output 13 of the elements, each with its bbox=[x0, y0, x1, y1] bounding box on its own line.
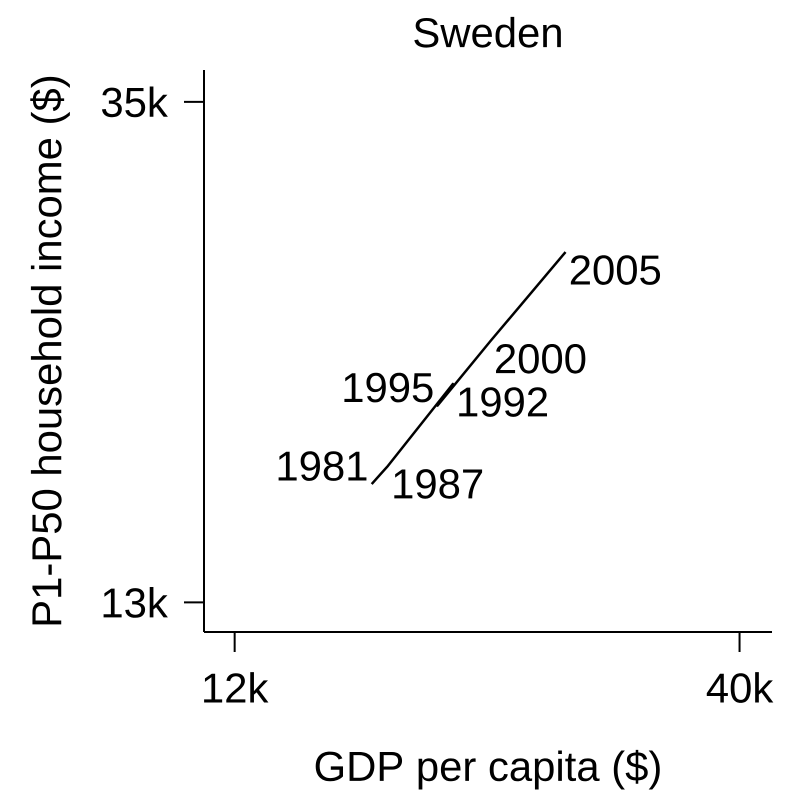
annotation: 1981 bbox=[278, 451, 366, 481]
y-tick-label: 35k bbox=[102, 86, 168, 118]
x-tick-label: 40k bbox=[706, 672, 774, 703]
annotation: 1995 bbox=[344, 372, 433, 402]
x-tick-label: 12k bbox=[204, 672, 268, 702]
chart-title: Sweden bbox=[414, 16, 561, 48]
annotation: 2000 bbox=[496, 344, 586, 374]
x-axis-title: GDP per capita ($) bbox=[316, 750, 660, 790]
annotation: 2005 bbox=[570, 255, 660, 285]
annotation: 1992 bbox=[459, 387, 548, 417]
y-axis-title: P1-P50 household income ($) bbox=[30, 76, 70, 624]
y-tick-label: 13k bbox=[104, 587, 168, 618]
annotation: 1987 bbox=[394, 469, 482, 499]
